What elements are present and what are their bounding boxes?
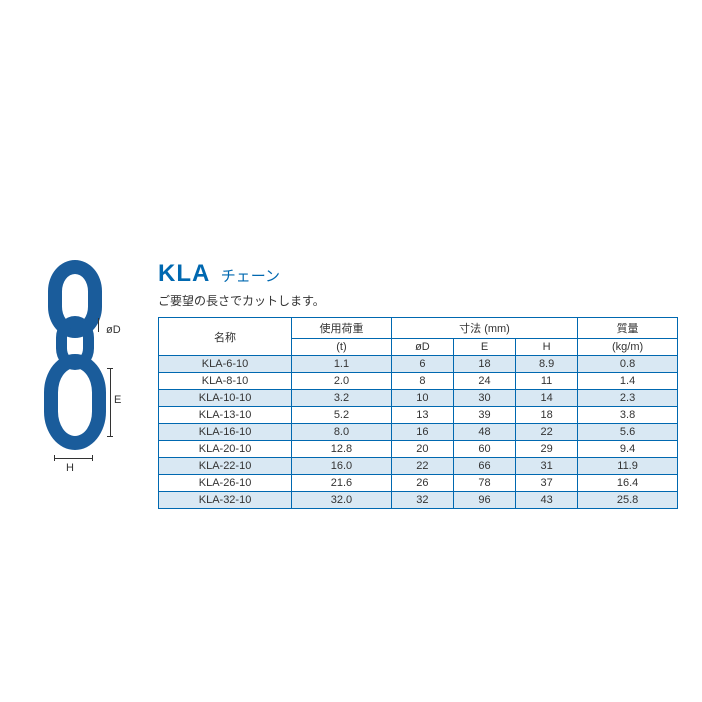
table-cell: 2.0 — [292, 373, 392, 390]
title: KLA チェーン — [158, 260, 678, 288]
table-cell: 30 — [453, 390, 515, 407]
table-cell: 60 — [453, 441, 515, 458]
text-column: KLA チェーン ご要望の長さでカットします。 名称 使用荷重 寸法 (mm) … — [158, 260, 678, 509]
table-cell: 39 — [453, 407, 515, 424]
table-cell: 48 — [453, 424, 515, 441]
table-cell: 16.4 — [578, 475, 678, 492]
table-cell: KLA-16-10 — [159, 424, 292, 441]
table-cell: 11 — [516, 373, 578, 390]
title-sub: チェーン — [221, 268, 280, 285]
table-cell: 5.6 — [578, 424, 678, 441]
dim-tick — [92, 455, 93, 461]
table-cell: KLA-6-10 — [159, 356, 292, 373]
table-cell: 21.6 — [292, 475, 392, 492]
table-cell: KLA-8-10 — [159, 373, 292, 390]
table-row: KLA-6-101.16188.90.8 — [159, 356, 678, 373]
th-mass: 質量 — [578, 318, 678, 339]
chain-diagram: øD E H — [28, 260, 158, 500]
th-load-unit: (t) — [292, 339, 392, 356]
table-cell: 96 — [453, 492, 515, 509]
dim-label-E: E — [114, 394, 121, 406]
table-row: KLA-22-1016.022663111.9 — [159, 458, 678, 475]
th-E: E — [453, 339, 515, 356]
table-cell: 22 — [391, 458, 453, 475]
table-cell: KLA-22-10 — [159, 458, 292, 475]
table-cell: 3.8 — [578, 407, 678, 424]
table-row: KLA-10-103.21030142.3 — [159, 390, 678, 407]
table-cell: KLA-26-10 — [159, 475, 292, 492]
table-cell: 37 — [516, 475, 578, 492]
table-cell: 43 — [516, 492, 578, 509]
chain-link-bottom — [44, 354, 106, 450]
table-cell: KLA-20-10 — [159, 441, 292, 458]
spec-table: 名称 使用荷重 寸法 (mm) 質量 (t) øD E H (kg/m) KLA… — [158, 317, 678, 509]
content-row: øD E H KLA チェーン ご要望の長さでカットします。 — [28, 260, 678, 509]
table-cell: KLA-13-10 — [159, 407, 292, 424]
table-cell: 78 — [453, 475, 515, 492]
dim-line — [98, 318, 99, 332]
table-cell: KLA-32-10 — [159, 492, 292, 509]
table-cell: 1.1 — [292, 356, 392, 373]
table-cell: 13 — [391, 407, 453, 424]
th-H: H — [516, 339, 578, 356]
table-cell: 8.0 — [292, 424, 392, 441]
table-cell: 1.4 — [578, 373, 678, 390]
table-cell: 22 — [516, 424, 578, 441]
table-row: KLA-8-102.0824111.4 — [159, 373, 678, 390]
table-cell: 32.0 — [292, 492, 392, 509]
table-row: KLA-32-1032.032964325.8 — [159, 492, 678, 509]
table-cell: 8.9 — [516, 356, 578, 373]
table-cell: 9.4 — [578, 441, 678, 458]
dim-line-E — [110, 368, 111, 436]
table-cell: 3.2 — [292, 390, 392, 407]
table-cell: 10 — [391, 390, 453, 407]
table-cell: 14 — [516, 390, 578, 407]
table-head: 名称 使用荷重 寸法 (mm) 質量 (t) øD E H (kg/m) — [159, 318, 678, 356]
table-cell: 5.2 — [292, 407, 392, 424]
table-cell: 31 — [516, 458, 578, 475]
th-name: 名称 — [159, 318, 292, 356]
table-cell: 26 — [391, 475, 453, 492]
table-cell: 6 — [391, 356, 453, 373]
table-cell: 29 — [516, 441, 578, 458]
table-cell: 32 — [391, 492, 453, 509]
table-row: KLA-16-108.01648225.6 — [159, 424, 678, 441]
table-row: KLA-13-105.21339183.8 — [159, 407, 678, 424]
page: øD E H KLA チェーン ご要望の長さでカットします。 — [0, 0, 702, 702]
table-cell: 12.8 — [292, 441, 392, 458]
dim-line-H — [54, 458, 92, 459]
table-cell: 0.8 — [578, 356, 678, 373]
subtitle: ご要望の長さでカットします。 — [158, 292, 678, 309]
th-load: 使用荷重 — [292, 318, 392, 339]
table-cell: 16 — [391, 424, 453, 441]
table-cell: 18 — [453, 356, 515, 373]
table-cell: 18 — [516, 407, 578, 424]
table-cell: 20 — [391, 441, 453, 458]
table-cell: 25.8 — [578, 492, 678, 509]
th-mass-unit: (kg/m) — [578, 339, 678, 356]
dim-tick — [107, 368, 113, 369]
table-cell: 66 — [453, 458, 515, 475]
chain-illustration: øD E H — [28, 260, 138, 500]
dim-label-phiD: øD — [106, 324, 121, 336]
th-phiD: øD — [391, 339, 453, 356]
table-cell: 2.3 — [578, 390, 678, 407]
table-cell: 8 — [391, 373, 453, 390]
table-cell: 16.0 — [292, 458, 392, 475]
th-dims: 寸法 (mm) — [391, 318, 577, 339]
table-body: KLA-6-101.16188.90.8KLA-8-102.0824111.4K… — [159, 356, 678, 509]
table-row: KLA-26-1021.626783716.4 — [159, 475, 678, 492]
table-row: KLA-20-1012.82060299.4 — [159, 441, 678, 458]
dim-tick — [107, 436, 113, 437]
table-cell: 11.9 — [578, 458, 678, 475]
table-cell: KLA-10-10 — [159, 390, 292, 407]
dim-label-H: H — [66, 462, 74, 474]
title-code: KLA — [158, 260, 210, 287]
dim-tick — [54, 455, 55, 461]
table-cell: 24 — [453, 373, 515, 390]
